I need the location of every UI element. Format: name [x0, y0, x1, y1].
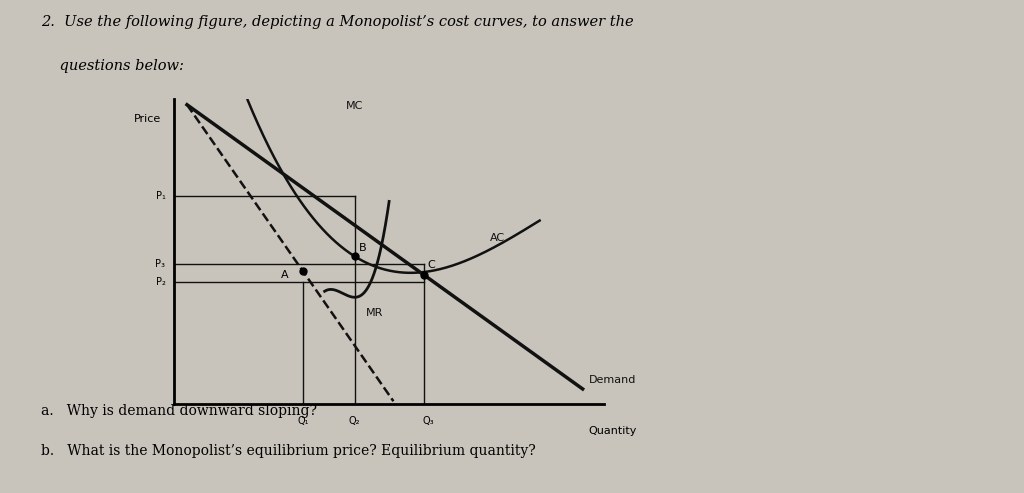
Text: Q₁: Q₁: [297, 417, 309, 426]
Text: P₁: P₁: [156, 191, 166, 202]
Text: Quantity: Quantity: [589, 425, 637, 436]
Text: b.   What is the Monopolist’s equilibrium price? Equilibrium quantity?: b. What is the Monopolist’s equilibrium …: [41, 444, 536, 458]
Text: AC: AC: [490, 233, 505, 244]
Text: MC: MC: [346, 101, 364, 111]
Text: Q₂: Q₂: [349, 417, 360, 426]
Text: MR: MR: [366, 308, 383, 317]
Text: C: C: [428, 260, 435, 270]
Text: A: A: [281, 270, 288, 280]
Text: P₃: P₃: [156, 259, 166, 269]
Text: B: B: [359, 243, 367, 253]
Text: questions below:: questions below:: [41, 59, 184, 73]
Text: a.   Why is demand downward sloping?: a. Why is demand downward sloping?: [41, 404, 317, 418]
Text: Q₃: Q₃: [422, 417, 433, 426]
Text: P₂: P₂: [156, 277, 166, 287]
Text: 2.  Use the following figure, depicting a Monopolist’s cost curves, to answer th: 2. Use the following figure, depicting a…: [41, 15, 634, 29]
Text: Demand: Demand: [589, 375, 637, 385]
Text: Price: Price: [134, 114, 161, 124]
